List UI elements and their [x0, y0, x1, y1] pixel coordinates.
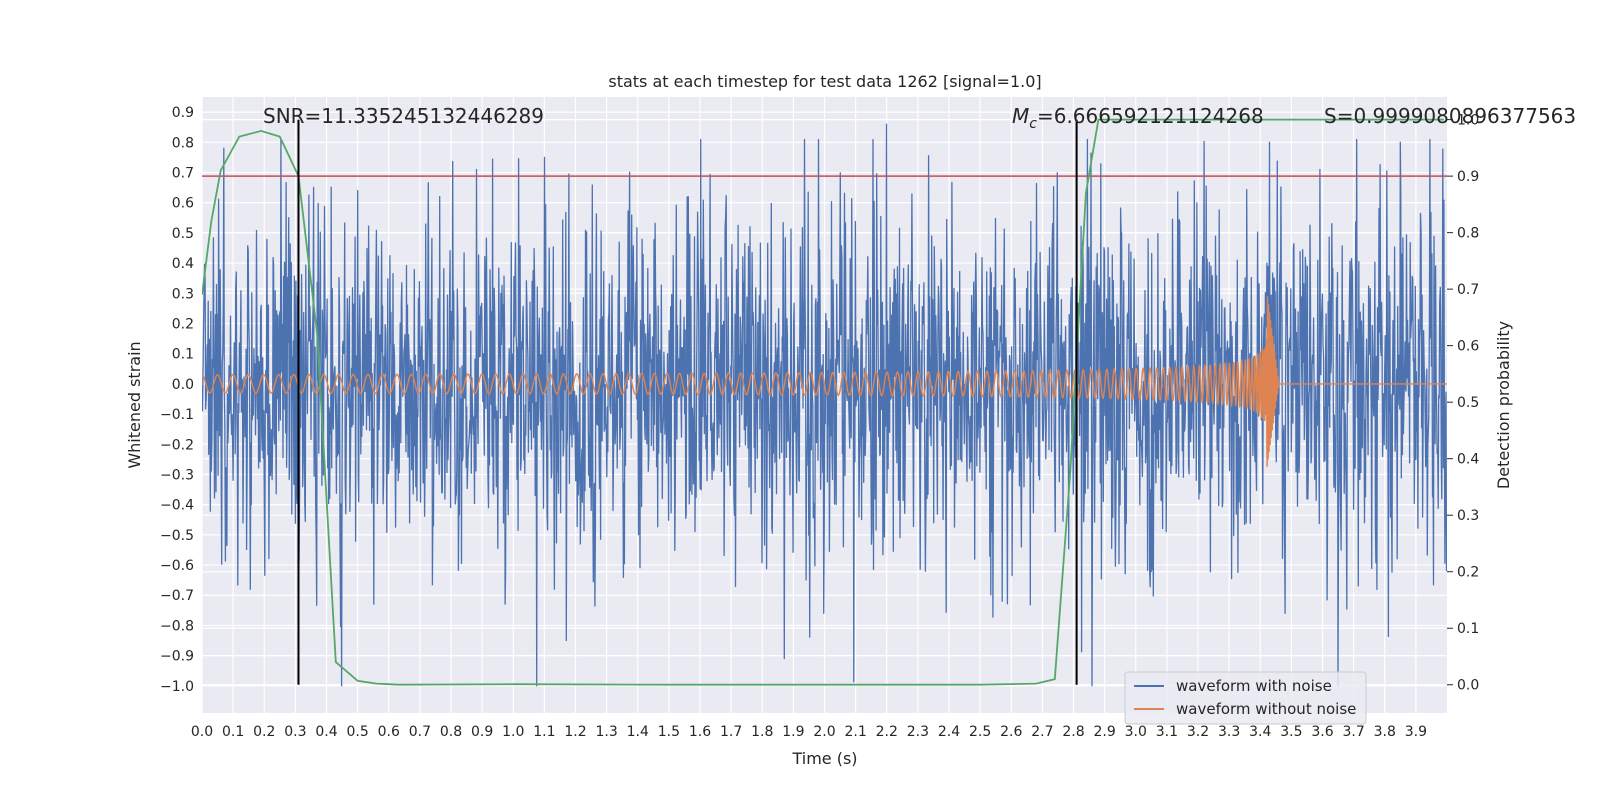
- x-tick-label: 2.7: [1031, 724, 1053, 740]
- y-tick-label: 0.2: [172, 316, 194, 332]
- x-tick-label: 0.1: [222, 724, 244, 740]
- x-tick-label: 0.9: [471, 724, 493, 740]
- x-tick-label: 0.4: [315, 724, 337, 740]
- y-tick-label: −0.7: [160, 588, 194, 604]
- y-right-tick-label: 0.6: [1457, 339, 1479, 355]
- y-right-tick-label: 0.4: [1457, 452, 1479, 468]
- y-tick-label: −0.1: [160, 407, 194, 423]
- x-tick-label: 0.6: [378, 724, 400, 740]
- x-tick-label: 1.9: [782, 724, 804, 740]
- x-tick-label: 2.8: [1062, 724, 1084, 740]
- x-tick-label: 3.0: [1125, 724, 1147, 740]
- x-tick-label: 2.3: [907, 724, 929, 740]
- x-tick-label: 3.6: [1311, 724, 1333, 740]
- y-right-tick-label: 1.0: [1457, 113, 1479, 129]
- y-right-tick-label: 0.7: [1457, 282, 1479, 298]
- x-tick-label: 1.1: [533, 724, 555, 740]
- significance-annotation: S=0.9999080896377563: [1324, 104, 1576, 128]
- y-right-tick-label: 0.0: [1457, 678, 1479, 694]
- y-tick-label: −0.5: [160, 528, 194, 544]
- legend: waveform with noise waveform without noi…: [1124, 671, 1367, 725]
- y-right-tick-label: 0.5: [1457, 395, 1479, 411]
- x-tick-label: 3.2: [1187, 724, 1209, 740]
- grid: [201, 97, 1447, 713]
- y-tick-label: 0.6: [172, 196, 194, 212]
- y-tick-label: 0.9: [172, 105, 194, 121]
- x-tick-label: 3.8: [1374, 724, 1396, 740]
- y-axis-label: Whitened strain: [125, 341, 144, 468]
- x-tick-label: 2.2: [876, 724, 898, 740]
- x-tick-label: 1.4: [627, 724, 649, 740]
- y-tick-label: 0.7: [172, 165, 194, 181]
- x-tick-label: 0.2: [253, 724, 275, 740]
- y-tick-label: 0.1: [172, 347, 194, 363]
- y-tick-label: −1.0: [160, 679, 194, 695]
- y-tick-label: 0.4: [172, 256, 194, 272]
- x-tick-label: 1.2: [564, 724, 586, 740]
- x-tick-label: 3.1: [1156, 724, 1178, 740]
- x-tick-label: 1.0: [502, 724, 524, 740]
- y-tick-label: −0.6: [160, 558, 194, 574]
- y-tick-label: 0.8: [172, 135, 194, 151]
- y-right-tick-label: 0.3: [1457, 508, 1479, 524]
- y-tick-label: −0.8: [160, 618, 194, 634]
- chirp-mass-value: =6.666592121124268: [1037, 104, 1264, 128]
- x-tick-label: 2.5: [969, 724, 991, 740]
- x-tick-label: 2.4: [938, 724, 960, 740]
- x-tick-label: 1.8: [751, 724, 773, 740]
- x-tick-label: 1.6: [689, 724, 711, 740]
- x-tick-label: 1.3: [595, 724, 617, 740]
- x-tick-label: 3.7: [1342, 724, 1364, 740]
- x-tick-label: 2.6: [1000, 724, 1022, 740]
- y-tick-label: 0.5: [172, 226, 194, 242]
- y-tick-label: −0.4: [160, 498, 194, 514]
- series-chirp-line: [202, 296, 1447, 467]
- x-tick-label: 3.3: [1218, 724, 1240, 740]
- x-tick-label: 1.7: [720, 724, 742, 740]
- x-tick-label: 0.7: [409, 724, 431, 740]
- y-right-tick-label: 0.2: [1457, 565, 1479, 581]
- legend-label-clean: waveform without noise: [1176, 700, 1356, 718]
- x-tick-label: 3.4: [1249, 724, 1271, 740]
- series-probability-line: [202, 118, 1444, 686]
- x-axis-label: Time (s): [791, 749, 857, 768]
- x-tick-label: 2.1: [844, 724, 866, 740]
- x-tick-label: 0.0: [191, 724, 213, 740]
- y-right-tick-label: 0.9: [1457, 169, 1479, 185]
- series-noise-line: [202, 123, 1447, 687]
- chirp-mass-subscript: c: [1029, 116, 1037, 132]
- snr-annotation: SNR=11.335245132446289: [263, 104, 544, 128]
- chirp-mass-symbol: M: [1012, 104, 1029, 128]
- y-right-tick-label: 0.1: [1457, 621, 1479, 637]
- legend-label-noise: waveform with noise: [1176, 677, 1332, 695]
- y-tick-label: −0.3: [160, 467, 194, 483]
- y-right-tick-label: 0.8: [1457, 226, 1479, 242]
- x-tick-label: 0.5: [346, 724, 368, 740]
- chart-title: stats at each timestep for test data 126…: [608, 72, 1041, 91]
- y-tick-label: −0.9: [160, 649, 194, 665]
- x-tick-label: 2.0: [813, 724, 835, 740]
- y-tick-label: 0.0: [172, 377, 194, 393]
- x-tick-label: 3.5: [1280, 724, 1302, 740]
- x-tick-label: 0.8: [440, 724, 462, 740]
- x-tick-label: 2.9: [1093, 724, 1115, 740]
- y-tick-label: −0.2: [160, 437, 194, 453]
- y-axis-right-label: Detection probability: [1494, 321, 1513, 489]
- x-tick-label: 3.9: [1405, 724, 1427, 740]
- legend-frame: [1124, 671, 1367, 725]
- chirp-mass-annotation: Mc=6.666592121124268: [1012, 104, 1264, 132]
- x-tick-label: 1.5: [658, 724, 680, 740]
- x-tick-label: 0.3: [284, 724, 306, 740]
- y-tick-label: 0.3: [172, 286, 194, 302]
